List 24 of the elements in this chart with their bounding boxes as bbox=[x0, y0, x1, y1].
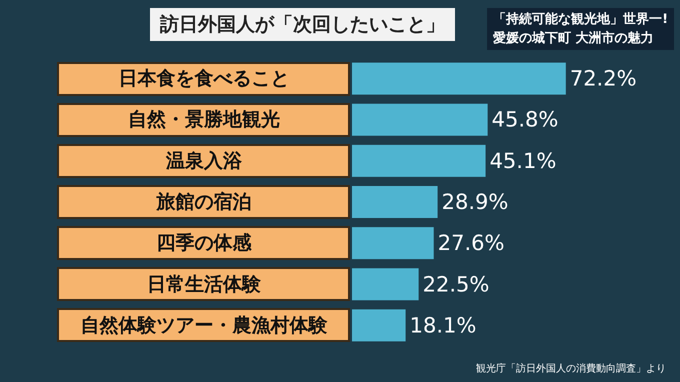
chart-subtitle: 「持続可能な観光地」世界一! 愛媛の城下町 大洲市の魅力 bbox=[493, 11, 668, 46]
y-tick-label: 自然体験ツアー・農漁村体験 bbox=[80, 314, 328, 336]
bar bbox=[352, 268, 419, 300]
bar bbox=[352, 309, 406, 342]
y-tick-label: 日本食を食べること bbox=[118, 68, 290, 90]
chart-title: 訪日外国人が「次回したいこと」 bbox=[159, 14, 445, 36]
y-tick-label: 温泉入浴 bbox=[165, 150, 243, 172]
y-tick-label: 日常生活体験 bbox=[147, 273, 262, 296]
bar bbox=[352, 144, 486, 177]
bar bbox=[352, 186, 438, 218]
y-tick-label: 四季の体感 bbox=[156, 232, 252, 254]
data-label: 22.5% bbox=[422, 272, 490, 296]
data-label: 45.1% bbox=[490, 148, 556, 173]
data-label: 18.1% bbox=[410, 313, 476, 338]
data-label: 72.2% bbox=[570, 66, 637, 91]
text: 観光庁「訪日外国人の消費動向調査」より bbox=[476, 362, 666, 374]
bar bbox=[352, 227, 434, 260]
data-label: 28.9% bbox=[442, 190, 508, 214]
y-tick-label: 旅館の宿泊 bbox=[156, 191, 252, 213]
data-label: 45.8% bbox=[492, 108, 558, 132]
bar bbox=[352, 104, 488, 136]
data-label: 27.6% bbox=[438, 231, 504, 256]
bar bbox=[352, 62, 566, 95]
y-tick-label: 自然・景勝地観光 bbox=[128, 108, 280, 131]
